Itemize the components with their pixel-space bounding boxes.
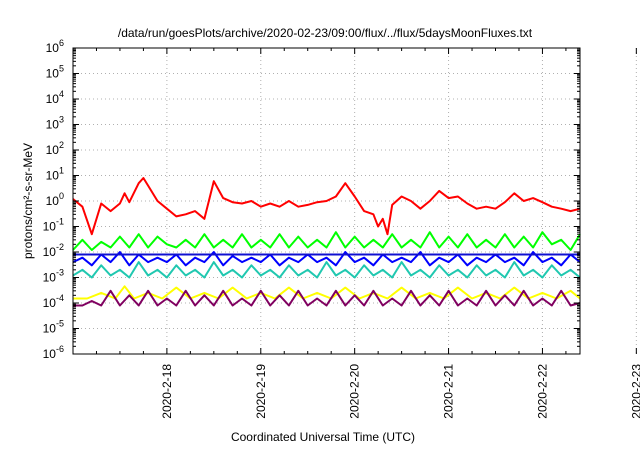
y-tick-label: 103: [46, 115, 64, 132]
y-axis-label: protons/cm²-s-sr-MeV: [21, 143, 35, 259]
chart-title: /data/run/goesPlots/archive/2020-02-23/0…: [118, 26, 533, 40]
x-tick-label: 2020-2-22: [535, 364, 549, 419]
y-tick-label: 101: [46, 166, 64, 183]
series-line-1: [72, 177, 581, 236]
y-tick-label: 10-2: [43, 242, 64, 259]
x-tick-label: 2020-2-20: [348, 364, 362, 419]
y-tick-label: 105: [46, 64, 64, 81]
y-tick-label: 100: [46, 191, 64, 208]
y-tick-label: 10-4: [43, 293, 64, 310]
y-tick-label: 10-6: [43, 344, 64, 361]
y-tick-label: 10-3: [43, 268, 64, 285]
x-tick-label: 2020-2-19: [254, 364, 268, 419]
y-tick-label: 104: [46, 89, 64, 106]
series-line-7: [73, 289, 581, 307]
x-axis-label: Coordinated Universal Time (UTC): [231, 430, 415, 444]
y-tick-label: 10-1: [43, 217, 64, 234]
y-tick-label: 10-5: [43, 319, 64, 336]
y-tick-label: 102: [46, 140, 64, 157]
series-line-2: [72, 231, 581, 251]
y-tick-label: 106: [46, 38, 64, 55]
series-line-5: [72, 261, 581, 279]
x-tick-label: 2020-2-23: [629, 364, 640, 419]
x-tick-label: 2020-2-21: [442, 364, 456, 419]
x-tick-label: 2020-2-18: [160, 364, 174, 419]
